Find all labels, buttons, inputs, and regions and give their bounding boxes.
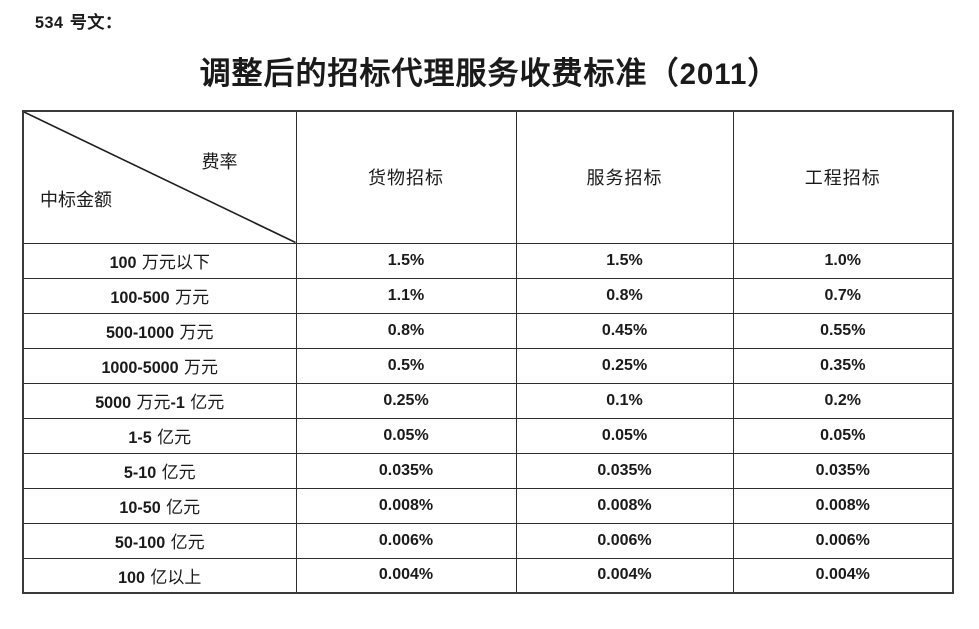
rate-cell: 0.8%	[515, 277, 734, 314]
rate-cell: 0.006%	[295, 522, 517, 559]
rate-cell: 0.8%	[295, 312, 517, 349]
rate-cell: 0.2%	[732, 382, 954, 419]
rate-cell: 0.1%	[515, 382, 734, 419]
rate-cell: 0.7%	[732, 277, 954, 314]
rate-cell: 0.5%	[295, 347, 517, 384]
rate-cell: 0.006%	[732, 522, 954, 559]
row-label: 100-500 万元	[22, 277, 297, 314]
rate-cell: 0.035%	[732, 452, 954, 489]
corner-label-rate: 费率	[201, 152, 238, 173]
table-row: 100 万元以下 1.5% 1.5% 1.0%	[22, 242, 954, 279]
fee-rate-table: 费率 中标金额 货物招标 服务招标 工程招标 100 万元以下 1.5% 1.5…	[22, 110, 954, 594]
rate-cell: 0.55%	[732, 312, 954, 349]
row-label: 10-50 亿元	[22, 487, 297, 524]
table-row: 5-10 亿元 0.035% 0.035% 0.035%	[22, 452, 954, 489]
row-label: 100 亿以上	[22, 557, 297, 594]
table-row: 5000 万元-1 亿元 0.25% 0.1% 0.2%	[22, 382, 954, 419]
rate-cell: 0.008%	[732, 487, 954, 524]
rate-cell: 0.25%	[515, 347, 734, 384]
rate-cell: 0.004%	[732, 557, 954, 594]
rate-cell: 0.004%	[515, 557, 734, 594]
rate-cell: 0.05%	[515, 417, 734, 454]
column-header-goods: 货物招标	[295, 110, 517, 244]
header-row: 费率 中标金额 货物招标 服务招标 工程招标	[22, 110, 954, 244]
diagonal-divider-line	[24, 112, 296, 243]
row-label: 1000-5000 万元	[22, 347, 297, 384]
row-label: 5000 万元-1 亿元	[22, 382, 297, 419]
column-header-services: 服务招标	[515, 110, 734, 244]
doc-reference: 534 号文：	[35, 13, 123, 33]
rate-cell: 0.45%	[515, 312, 734, 349]
rate-cell: 0.035%	[515, 452, 734, 489]
rate-cell: 1.5%	[515, 242, 734, 279]
table-row: 50-100 亿元 0.006% 0.006% 0.006%	[22, 522, 954, 559]
row-label: 100 万元以下	[22, 242, 297, 279]
row-label: 5-10 亿元	[22, 452, 297, 489]
table-row: 100 亿以上 0.004% 0.004% 0.004%	[22, 557, 954, 594]
rate-cell: 0.008%	[515, 487, 734, 524]
rate-cell: 0.006%	[515, 522, 734, 559]
rate-cell: 1.1%	[295, 277, 517, 314]
corner-label-amount: 中标金额	[40, 190, 112, 211]
row-label: 1-5 亿元	[22, 417, 297, 454]
table-row: 500-1000 万元 0.8% 0.45% 0.55%	[22, 312, 954, 349]
table-row: 10-50 亿元 0.008% 0.008% 0.008%	[22, 487, 954, 524]
table-row: 100-500 万元 1.1% 0.8% 0.7%	[22, 277, 954, 314]
rate-cell: 0.05%	[732, 417, 954, 454]
rate-cell: 0.35%	[732, 347, 954, 384]
table-row: 1-5 亿元 0.05% 0.05% 0.05%	[22, 417, 954, 454]
corner-header-cell: 费率 中标金额	[22, 110, 297, 244]
page-title: 调整后的招标代理服务收费标准（2011）	[199, 56, 780, 92]
rate-cell: 1.0%	[732, 242, 954, 279]
rate-cell: 0.25%	[295, 382, 517, 419]
column-header-engineering: 工程招标	[732, 110, 954, 244]
row-label: 500-1000 万元	[22, 312, 297, 349]
table-row: 1000-5000 万元 0.5% 0.25% 0.35%	[22, 347, 954, 384]
rate-cell: 0.035%	[295, 452, 517, 489]
rate-cell: 0.008%	[295, 487, 517, 524]
row-label: 50-100 亿元	[22, 522, 297, 559]
rate-cell: 1.5%	[295, 242, 517, 279]
rate-cell: 0.05%	[295, 417, 517, 454]
rate-cell: 0.004%	[295, 557, 517, 594]
